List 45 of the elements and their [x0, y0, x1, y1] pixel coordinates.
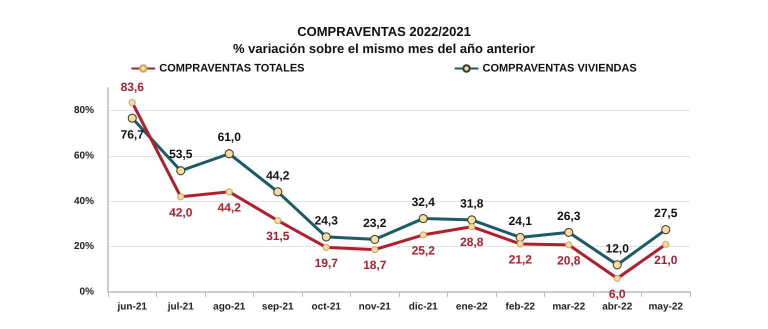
x-tick-label: may-22	[648, 302, 684, 312]
data-label: 32,4	[412, 195, 436, 210]
data-label: 53,5	[169, 147, 193, 162]
x-tick-label: mar-22	[552, 302, 586, 312]
data-label: 83,6	[120, 80, 144, 94]
x-tick-label: oct-21	[312, 302, 342, 312]
data-label: 31,8	[460, 196, 484, 210]
legend-label: COMPRAVENTAS VIVIENDAS	[482, 62, 637, 74]
x-tick-label: abr-22	[602, 302, 633, 312]
x-tick-label: sep-21	[262, 302, 294, 312]
x-tick-label: jul-21	[166, 302, 194, 312]
data-label: 23,2	[363, 216, 387, 230]
y-tick-label: 40%	[74, 196, 94, 207]
data-label: 24,3	[314, 213, 338, 228]
data-label: 21,0	[654, 252, 678, 267]
data-label: 28,8	[460, 235, 484, 250]
data-label: 76,7	[120, 128, 144, 142]
data-label: 19,7	[314, 256, 338, 270]
x-tick-label: ene-22	[456, 302, 488, 312]
x-tick-label: ago-21	[213, 302, 246, 312]
data-label: 25,2	[412, 243, 436, 258]
data-label: 27,5	[654, 206, 678, 220]
x-tick-label: jun-21	[116, 302, 148, 312]
data-label: 6,0	[608, 286, 626, 301]
x-tick-label: feb-22	[506, 302, 536, 312]
chart-subtitle: % variación sobre el mismo mes del año anterior	[233, 41, 535, 56]
y-tick-label: 20%	[74, 241, 94, 252]
data-label: 31,5	[266, 229, 290, 244]
data-label: 26,3	[557, 208, 581, 223]
data-label: 44,2	[266, 168, 290, 182]
data-label: 12,0	[606, 241, 630, 256]
data-label: 20,8	[557, 253, 581, 268]
y-tick-label: 80%	[74, 105, 94, 116]
x-tick-label: nov-21	[358, 302, 392, 312]
chart-title: COMPRAVENTAS 2022/2021	[297, 24, 471, 39]
y-tick-label: 0%	[80, 286, 94, 298]
data-label: 24,1	[508, 214, 532, 228]
data-label: 44,2	[218, 200, 242, 214]
data-label: 42,0	[169, 205, 193, 220]
y-tick-label: 60%	[74, 150, 94, 162]
data-label: 21,2	[508, 252, 532, 266]
x-tick-label: dic-21	[408, 302, 438, 312]
data-label: 18,7	[363, 258, 387, 272]
data-label: 61,0	[218, 130, 242, 144]
legend-label: COMPRAVENTAS TOTALES	[159, 62, 305, 74]
